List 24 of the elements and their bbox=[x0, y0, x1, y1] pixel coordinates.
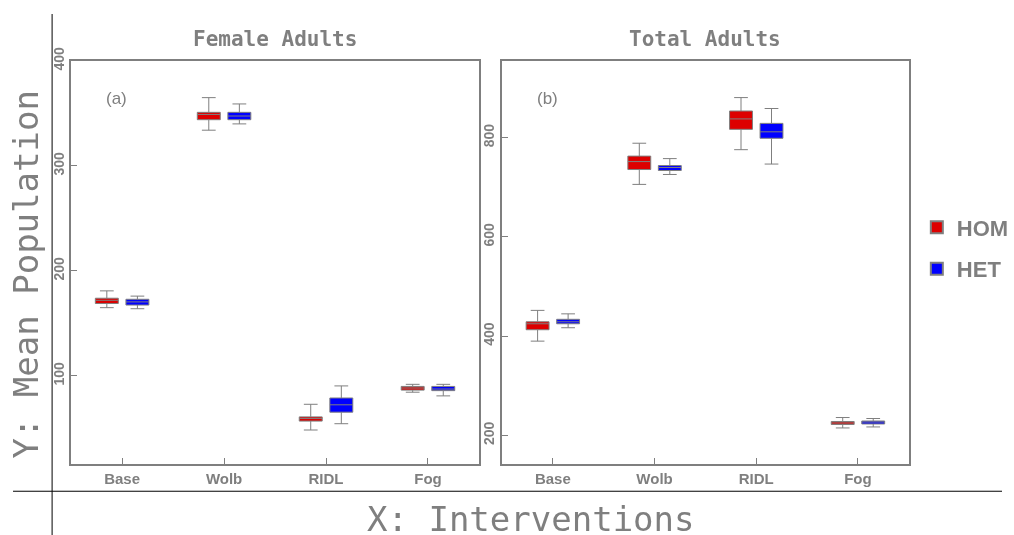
x-tick-label: Fog bbox=[414, 470, 442, 488]
y-tick-label: 200 bbox=[481, 421, 498, 445]
legend-label: HOM bbox=[956, 215, 1009, 241]
x-tick-label: RIDL bbox=[738, 470, 774, 488]
y-tick-label: 200 bbox=[50, 256, 67, 281]
y-tick-label: 300 bbox=[50, 151, 67, 176]
chart-title: Total Adults bbox=[629, 27, 781, 51]
y-tick-label: 400 bbox=[481, 322, 498, 346]
y-tick-label: 100 bbox=[50, 361, 67, 386]
y-tick-label: 600 bbox=[481, 222, 498, 247]
x-tick-label: Fog bbox=[844, 470, 872, 488]
x-tick-label: Base bbox=[104, 470, 141, 488]
legend-label: HET bbox=[956, 257, 1002, 283]
x-tick-label: RIDL bbox=[308, 470, 344, 488]
y-tick-label: 400 bbox=[50, 46, 67, 71]
annotation: (a) bbox=[106, 89, 127, 108]
x-tick-label: Wolb bbox=[205, 470, 243, 488]
y-tick-label: 800 bbox=[481, 123, 498, 148]
x-axis-title: X: Interventions bbox=[367, 499, 695, 535]
x-tick-label: Wolb bbox=[636, 470, 673, 488]
annotation: (b) bbox=[537, 89, 558, 108]
chart-title: Female Adults bbox=[193, 27, 358, 51]
y-axis-title: Y: Mean Population bbox=[5, 90, 46, 459]
x-tick-label: Base bbox=[534, 470, 571, 488]
